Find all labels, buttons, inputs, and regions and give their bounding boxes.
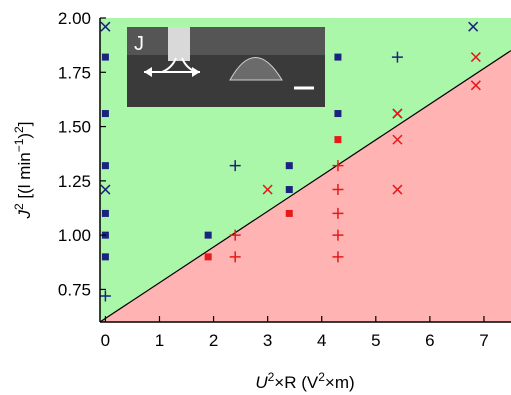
inset-arrow-left-icon	[144, 67, 152, 77]
data-point-cross	[468, 21, 479, 32]
x-tick-label: 7	[479, 331, 488, 350]
data-point-cross	[392, 184, 403, 195]
data-point-plus	[229, 251, 241, 263]
data-point-cross	[470, 80, 481, 91]
data-point-square	[101, 253, 109, 261]
inset-droplet	[229, 57, 283, 81]
inset-photo: J	[127, 27, 325, 107]
data-point-square	[334, 110, 342, 118]
x-axis-title: U2×R (V2×m)	[255, 370, 354, 392]
data-point-plus	[332, 207, 344, 219]
data-point-cross	[392, 108, 403, 119]
x-tick-label: 0	[101, 331, 110, 350]
data-point-cross	[392, 134, 403, 145]
x-tick-label: 5	[371, 331, 380, 350]
inset-upper-band	[127, 27, 325, 55]
data-point-square	[101, 162, 109, 170]
data-point-cross	[100, 21, 111, 32]
boundary-line	[100, 50, 511, 322]
y-ticks: 0.75 1.00 1.25 1.50 1.75 2.00	[58, 9, 106, 299]
inset-jet-lines	[161, 57, 197, 73]
y-tick-label: 1.50	[58, 118, 91, 137]
inset-nozzle	[168, 27, 190, 61]
data-point-square	[101, 110, 109, 118]
data-point-plus	[391, 51, 403, 63]
data-point-plus	[332, 184, 344, 196]
data-point-square	[101, 209, 109, 217]
data-point-cross	[100, 184, 111, 195]
data-point-square	[204, 231, 212, 239]
y-tick-label: 2.00	[58, 9, 91, 28]
data-point-plus	[229, 160, 241, 172]
data-point-plus	[332, 251, 344, 263]
data-point-plus	[229, 229, 241, 241]
data-point-plus	[332, 160, 344, 172]
y-axis-title: J2 [(l min−1)2]	[12, 122, 34, 220]
x-tick-label: 2	[209, 331, 218, 350]
data-point-square	[285, 209, 293, 217]
data-point-square	[285, 186, 293, 194]
y-tick-label: 0.75	[58, 280, 91, 299]
x-tick-label: 4	[317, 331, 326, 350]
x-tick-label: 3	[263, 331, 272, 350]
y-tick-label: 1.00	[58, 226, 91, 245]
data-point-plus	[100, 290, 111, 302]
data-point-square	[101, 53, 109, 61]
x-tick-label: 6	[425, 331, 434, 350]
data-point-square	[285, 162, 293, 170]
x-tick-label: 1	[155, 331, 164, 350]
y-tick-label: 1.75	[58, 63, 91, 82]
marks-layer	[100, 21, 481, 302]
region-lower	[100, 50, 511, 322]
x-ticks: 0 1 2 3 4 5 6 7	[101, 316, 489, 350]
axes	[99, 18, 511, 323]
data-point-square	[204, 253, 212, 261]
y-tick-label: 1.25	[58, 172, 91, 191]
data-point-cross	[470, 52, 481, 63]
data-point-plus	[332, 229, 344, 241]
data-point-square	[334, 136, 342, 144]
data-point-cross	[262, 184, 273, 195]
data-point-square	[334, 53, 342, 61]
inset-label: J	[134, 33, 144, 55]
